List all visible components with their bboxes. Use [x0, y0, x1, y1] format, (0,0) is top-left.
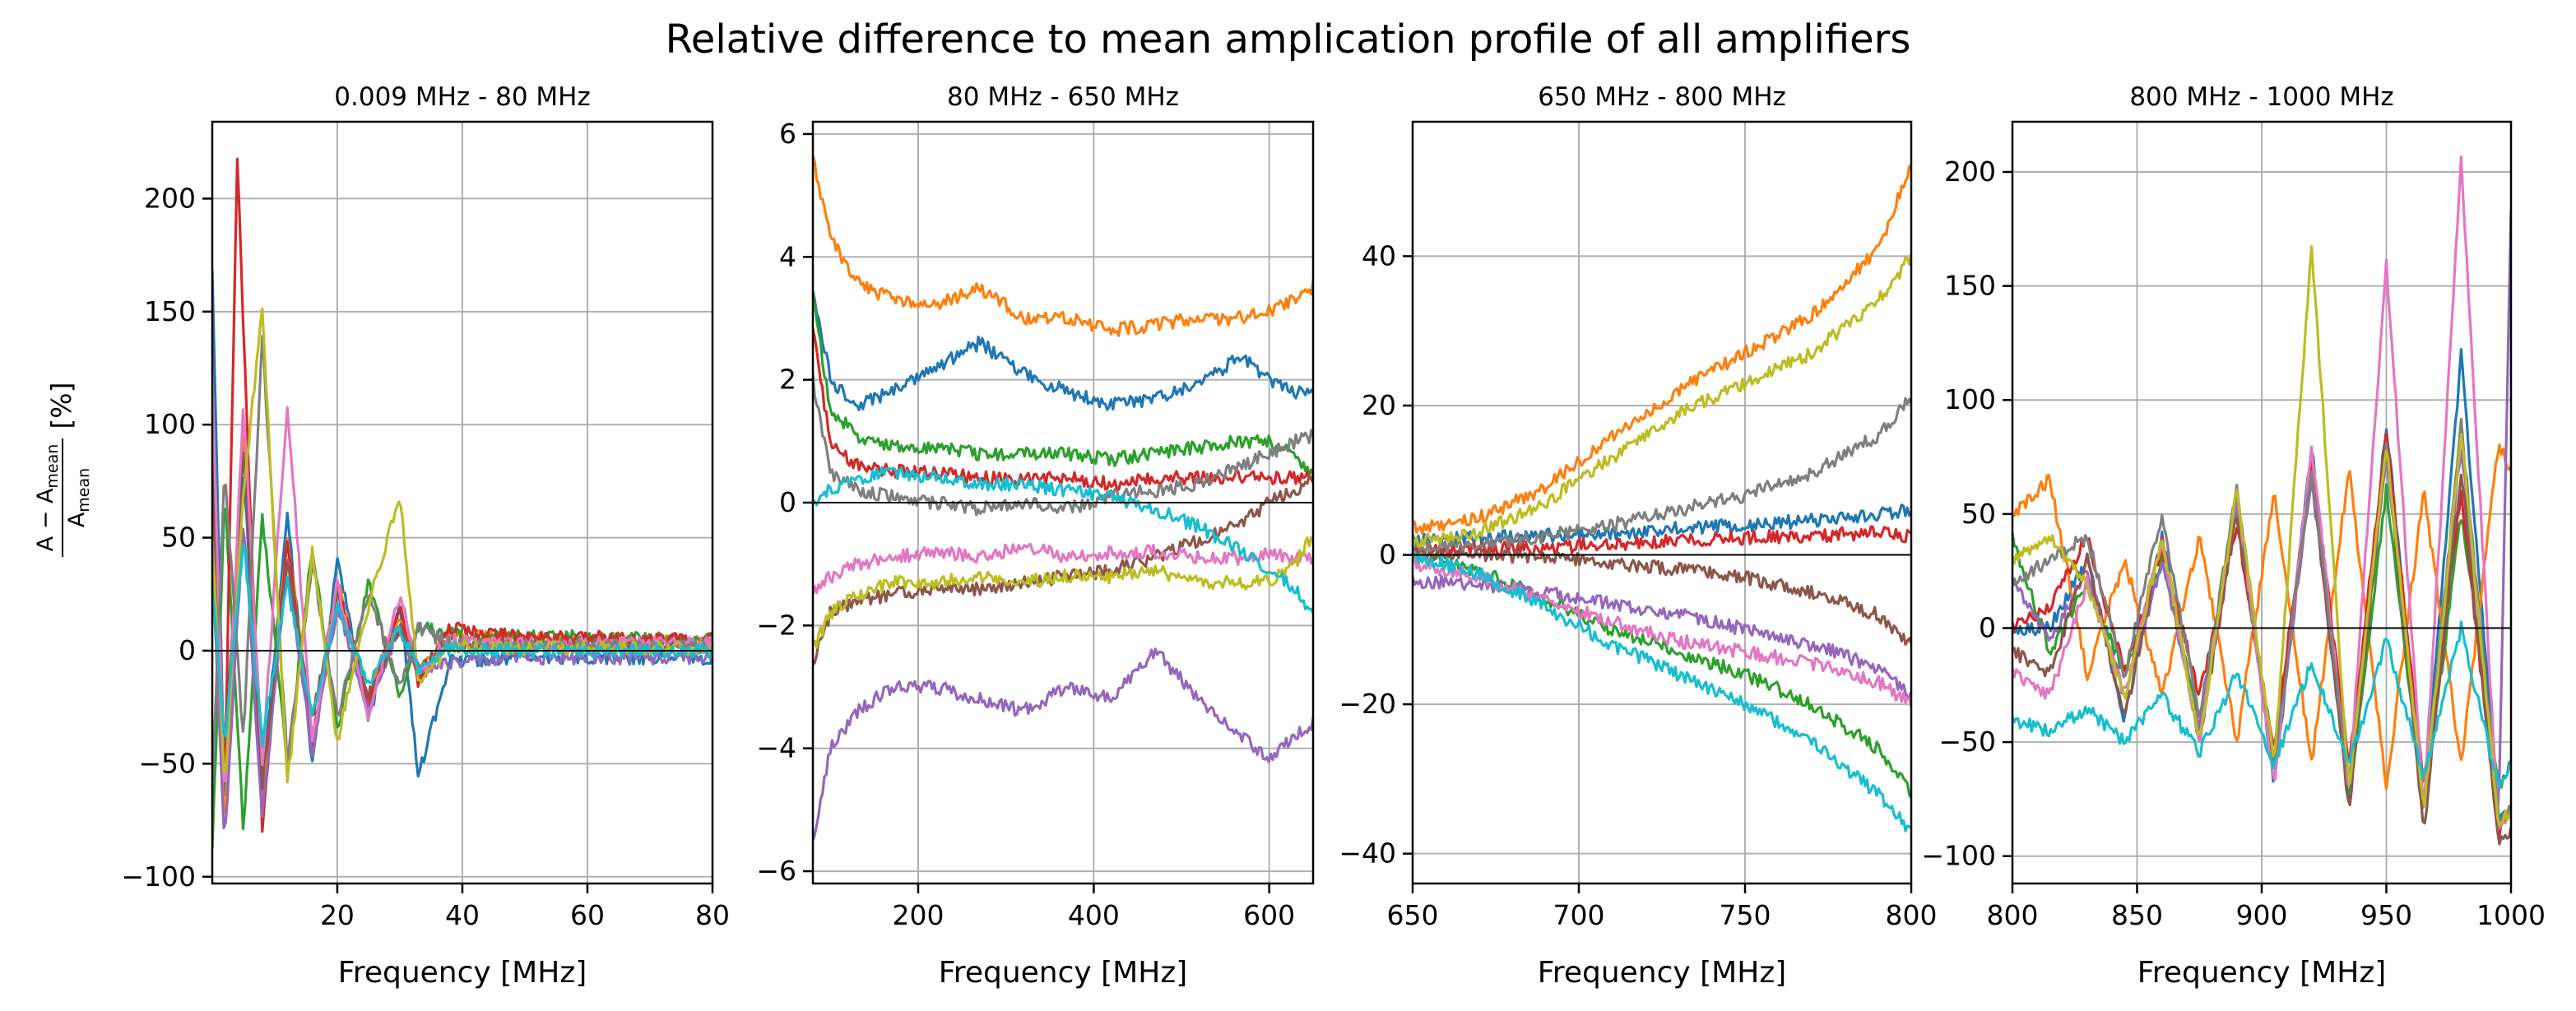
series-line-10 — [813, 466, 1313, 614]
ylabel-numerator-sub: mean — [44, 444, 62, 489]
y-tick-label: −4 — [756, 732, 796, 764]
svg-text:A − Amean: A − Amean — [33, 444, 62, 552]
series-line-10 — [212, 543, 712, 749]
y-axis-label: A − Amean Amean [%] — [33, 382, 93, 557]
y-tick-label: 0 — [1979, 611, 1996, 643]
series-group — [813, 155, 1313, 842]
series-line-7 — [1413, 554, 1911, 707]
y-tick-label: 150 — [144, 295, 196, 327]
x-tick-label: 650 — [1387, 899, 1439, 931]
y-tick-label: −2 — [756, 609, 796, 641]
panel-title: 0.009 MHz - 80 MHz — [334, 82, 590, 112]
series-line-10 — [2012, 620, 2511, 789]
y-tick-label: 20 — [1362, 389, 1396, 421]
y-tick-label: 100 — [144, 408, 196, 440]
series-line-8 — [1413, 397, 1911, 554]
chart-panel-2: 200 400 600 −6 −4 −2 0 2 4 6 80 MHz - 650 MHz Frequ… — [756, 82, 1315, 990]
series-line-6 — [1413, 547, 1911, 647]
y-tick-label: −40 — [1339, 837, 1396, 870]
x-tick-label: 800 — [1987, 899, 2039, 931]
chart-panel-4: 800 850 900 950 1000 −100 −50 0 50 100 150 200 800 M… — [1921, 82, 2546, 990]
y-tick-label: −6 — [756, 855, 796, 887]
y-tick-label: −50 — [138, 747, 196, 779]
series-line-9 — [2012, 245, 2511, 828]
series-line-7 — [813, 542, 1313, 596]
y-tick-label: 200 — [144, 182, 196, 214]
x-axis-label: Frequency [MHz] — [2137, 956, 2387, 990]
y-tick-label: 0 — [179, 634, 196, 666]
x-axis-label: Frequency [MHz] — [338, 956, 587, 990]
chart-panel-1: 20 40 60 80 −100 −50 0 50 100 150 200 0.009 MHz - 8… — [121, 82, 730, 990]
y-tick-label: 6 — [779, 118, 796, 150]
series-line-8 — [813, 373, 1313, 517]
series-line-4 — [1413, 525, 1911, 559]
ylabel-unit: [%] — [45, 382, 77, 429]
x-axis-label: Frequency [MHz] — [1538, 956, 1787, 990]
y-tick-label: 40 — [1362, 239, 1396, 271]
figure-title: Relative difference to mean amplication … — [665, 16, 1911, 63]
x-tick-label: 600 — [1243, 899, 1295, 931]
y-tick-label: −50 — [1938, 726, 1996, 758]
series-group — [2012, 155, 2511, 846]
x-tick-label: 950 — [2360, 899, 2412, 931]
series-line-10 — [1413, 550, 1911, 832]
x-tick-label: 400 — [1068, 899, 1120, 931]
panel-title: 80 MHz - 650 MHz — [947, 82, 1179, 112]
y-tick-label: −100 — [121, 860, 196, 893]
x-tick-label: 80 — [695, 899, 730, 931]
series-line-3 — [813, 292, 1313, 476]
ylabel-numerator: A − A — [33, 488, 58, 551]
x-tick-label: 800 — [1886, 899, 1938, 931]
y-tick-label: 50 — [161, 522, 196, 554]
y-tick-label: 0 — [1379, 539, 1396, 571]
x-tick-label: 900 — [2236, 899, 2288, 931]
y-tick-label: 150 — [1944, 270, 1996, 302]
series-line-3 — [1413, 549, 1911, 799]
y-tick-label: 2 — [779, 364, 796, 396]
x-axis-label: Frequency [MHz] — [939, 956, 1188, 990]
y-tick-label: −20 — [1339, 688, 1396, 720]
x-tick-label: 1000 — [2476, 899, 2546, 931]
ylabel-denominator: A — [64, 512, 90, 527]
y-tick-label: 50 — [1961, 498, 1996, 530]
series-line-1 — [813, 290, 1313, 411]
x-tick-label: 40 — [445, 899, 480, 931]
x-tick-label: 850 — [2111, 899, 2163, 931]
series-group — [1413, 164, 1911, 832]
svg-text:Amean: Amean — [64, 468, 93, 527]
y-tick-label: −100 — [1921, 840, 1996, 872]
x-tick-label: 60 — [570, 899, 605, 931]
ylabel-denominator-sub: mean — [75, 468, 93, 512]
y-tick-label: 0 — [779, 486, 796, 518]
panel-title: 800 MHz - 1000 MHz — [2129, 82, 2393, 112]
x-tick-label: 700 — [1553, 899, 1605, 931]
series-line-2 — [1413, 164, 1911, 536]
y-tick-label: 100 — [1944, 383, 1996, 415]
series-line-5 — [813, 647, 1313, 842]
y-tick-label: 200 — [1944, 155, 1996, 188]
series-line-2 — [2012, 443, 2511, 791]
series-line-9 — [1413, 253, 1911, 549]
x-tick-label: 20 — [320, 899, 355, 931]
series-line-2 — [813, 155, 1313, 337]
series-line-9 — [813, 536, 1313, 649]
plot-frame — [1411, 120, 1913, 885]
y-tick-label: 4 — [779, 240, 796, 272]
x-tick-label: 200 — [893, 899, 945, 931]
series-line-6 — [813, 474, 1313, 666]
chart-panel-3: 650 700 750 800 −40 −20 0 20 40 650 MHz - 800 MHz… — [1339, 82, 1937, 990]
x-tick-label: 750 — [1720, 899, 1771, 931]
panel-title: 650 MHz - 800 MHz — [1538, 82, 1786, 112]
